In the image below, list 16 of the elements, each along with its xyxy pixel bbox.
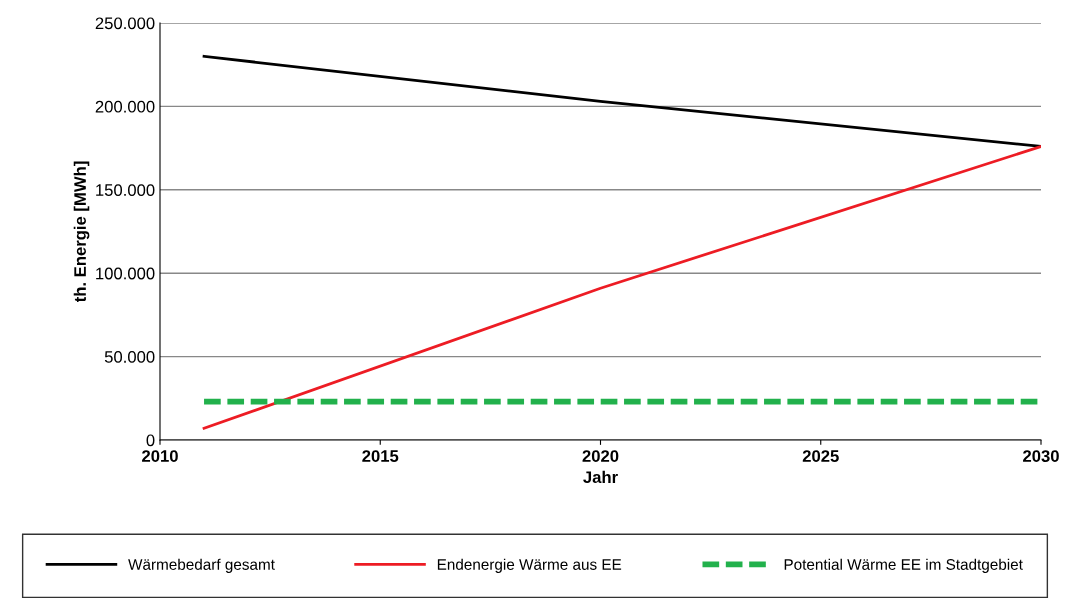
y-tick-label: 50.000	[104, 351, 155, 363]
y-tick-label: 200.000	[95, 100, 155, 113]
y-tick-label: 250.000	[95, 17, 155, 30]
legend-label: Endenergie Wärme aus EE	[437, 558, 622, 573]
x-tick-label: 2010	[142, 450, 178, 462]
x-tick-label: 2020	[582, 450, 619, 462]
y-axis-title: th. Energie [MWh]	[73, 161, 90, 303]
y-tick-label: 100.000	[96, 267, 155, 280]
legend-label: Potential Wärme EE im Stadtgebiet	[784, 558, 1023, 573]
y-tick-label: 0	[146, 434, 155, 447]
x-tick-label: 2015	[362, 450, 399, 462]
legend-label: Wärmebedarf gesamt	[128, 558, 275, 573]
x-axis-title: Jahr	[583, 470, 618, 484]
y-tick-label: 150.000	[96, 184, 155, 196]
x-tick-label: 2030	[1023, 450, 1059, 462]
x-tick-label: 2025	[802, 450, 839, 462]
